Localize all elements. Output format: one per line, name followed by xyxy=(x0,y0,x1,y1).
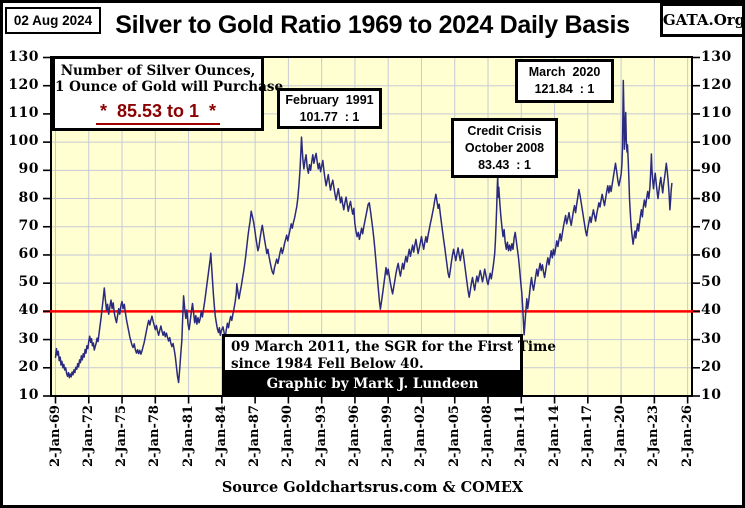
info-line-1: Number of Silver Ounces, xyxy=(60,63,256,79)
x-axis-label: 2-Jan-11 xyxy=(513,405,529,467)
x-axis-label: 2-Jan-05 xyxy=(446,405,462,467)
sgr-note-line-1: 09 March 2011, the SGR for the First Tim… xyxy=(231,339,556,355)
x-axis-label: 2-Jan-20 xyxy=(613,405,629,467)
y-axis-label-right: 90 xyxy=(701,161,722,178)
y-axis-label-right: 10 xyxy=(701,386,722,403)
x-axis-label: 2-Jan-72 xyxy=(80,405,96,467)
y-axis-label-left: 10 xyxy=(18,386,39,403)
feb-1991-date: February 1991 xyxy=(285,92,374,107)
y-axis-label-right: 70 xyxy=(701,217,722,234)
y-axis-label-left: 20 xyxy=(18,358,39,375)
y-axis-label-left: 130 xyxy=(8,48,39,65)
date-text: 02 Aug 2024 xyxy=(13,13,93,28)
gata-logo: GATA.Org xyxy=(660,3,745,37)
gata-logo-text: GATA.Org xyxy=(662,11,745,29)
y-axis-label-right: 130 xyxy=(701,48,732,65)
x-axis-label: 2-Jan-78 xyxy=(147,405,163,467)
x-axis-label: 2-Jan-90 xyxy=(280,405,296,467)
y-axis-label-left: 110 xyxy=(8,104,39,121)
y-axis-label-left: 50 xyxy=(18,274,39,291)
y-axis-label-right: 50 xyxy=(701,274,722,291)
y-axis-label-left: 60 xyxy=(18,245,39,262)
feb-1991-callout: February 1991 101.77 : 1 xyxy=(277,88,382,129)
sgr-note-line-2: since 1984 Fell Below 40. xyxy=(231,355,424,372)
credit-crisis-title: Credit Crisis xyxy=(467,123,542,138)
y-axis-label-left: 80 xyxy=(18,189,39,206)
sgr-note-callout: 09 March 2011, the SGR for the First Tim… xyxy=(222,334,556,373)
credit-crisis-date: October 2008 xyxy=(464,140,545,155)
march-2020-value: 121.84 : 1 xyxy=(534,82,595,96)
y-axis-label-left: 30 xyxy=(18,330,39,347)
y-axis-label-left: 100 xyxy=(8,133,39,150)
credit-crisis-callout: Credit Crisis October 2008 83.43 : 1 xyxy=(451,118,558,178)
y-axis-label-right: 60 xyxy=(701,245,722,262)
x-axis-label: 2-Jan-99 xyxy=(380,405,396,467)
y-axis-label-right: 80 xyxy=(701,189,722,206)
y-axis-label-left: 90 xyxy=(18,161,39,178)
y-axis-label-left: 120 xyxy=(8,76,39,93)
x-axis-label: 2-Jan-17 xyxy=(579,405,595,467)
y-axis-label-right: 30 xyxy=(701,330,722,347)
x-axis-label: 2-Jan-96 xyxy=(346,405,362,467)
y-axis-label-left: 40 xyxy=(18,302,39,319)
x-axis-label: 2-Jan-69 xyxy=(47,405,63,467)
x-axis-label: 2-Jan-23 xyxy=(646,405,662,467)
source-note: Source Goldchartsrus.com & COMEX xyxy=(221,479,524,496)
y-axis-label-right: 100 xyxy=(701,133,732,150)
x-axis-label: 2-Jan-08 xyxy=(480,405,495,467)
current-ratio-value: * 85.53 to 1 * xyxy=(95,101,221,125)
x-axis-label: 2-Jan-02 xyxy=(413,405,429,467)
y-axis-label-right: 40 xyxy=(701,302,722,319)
page-title: Silver to Gold Ratio 1969 to 2024 Daily … xyxy=(115,11,630,39)
y-axis-label-left: 70 xyxy=(18,217,39,234)
march-2020-callout: March 2020 121.84 : 1 xyxy=(515,59,614,103)
x-axis-label: 2-Jan-81 xyxy=(180,405,196,467)
x-axis-label: 2-Jan-26 xyxy=(679,405,695,467)
x-axis-label: 2-Jan-87 xyxy=(247,405,263,467)
y-axis-label-right: 20 xyxy=(701,358,722,375)
credit-crisis-value: 83.43 : 1 xyxy=(478,157,531,172)
info-line-2: 1 Ounce of Gold will Purchase xyxy=(55,79,284,95)
date-box: 02 Aug 2024 xyxy=(5,7,101,34)
x-axis-label: 2-Jan-93 xyxy=(313,405,329,467)
march-2020-date: March 2020 xyxy=(528,65,601,79)
y-axis-label-right: 120 xyxy=(701,76,732,93)
x-axis-label: 2-Jan-75 xyxy=(114,405,130,467)
x-axis-label: 2-Jan-84 xyxy=(213,405,229,467)
y-axis-label-right: 110 xyxy=(701,104,732,121)
author-credit: Graphic by Mark J. Lundeen xyxy=(222,373,523,397)
info-callout: Number of Silver Ounces, 1 Ounce of Gold… xyxy=(52,56,284,131)
feb-1991-value: 101.77 : 1 xyxy=(299,109,360,124)
x-axis-label: 2-Jan-14 xyxy=(546,405,562,467)
